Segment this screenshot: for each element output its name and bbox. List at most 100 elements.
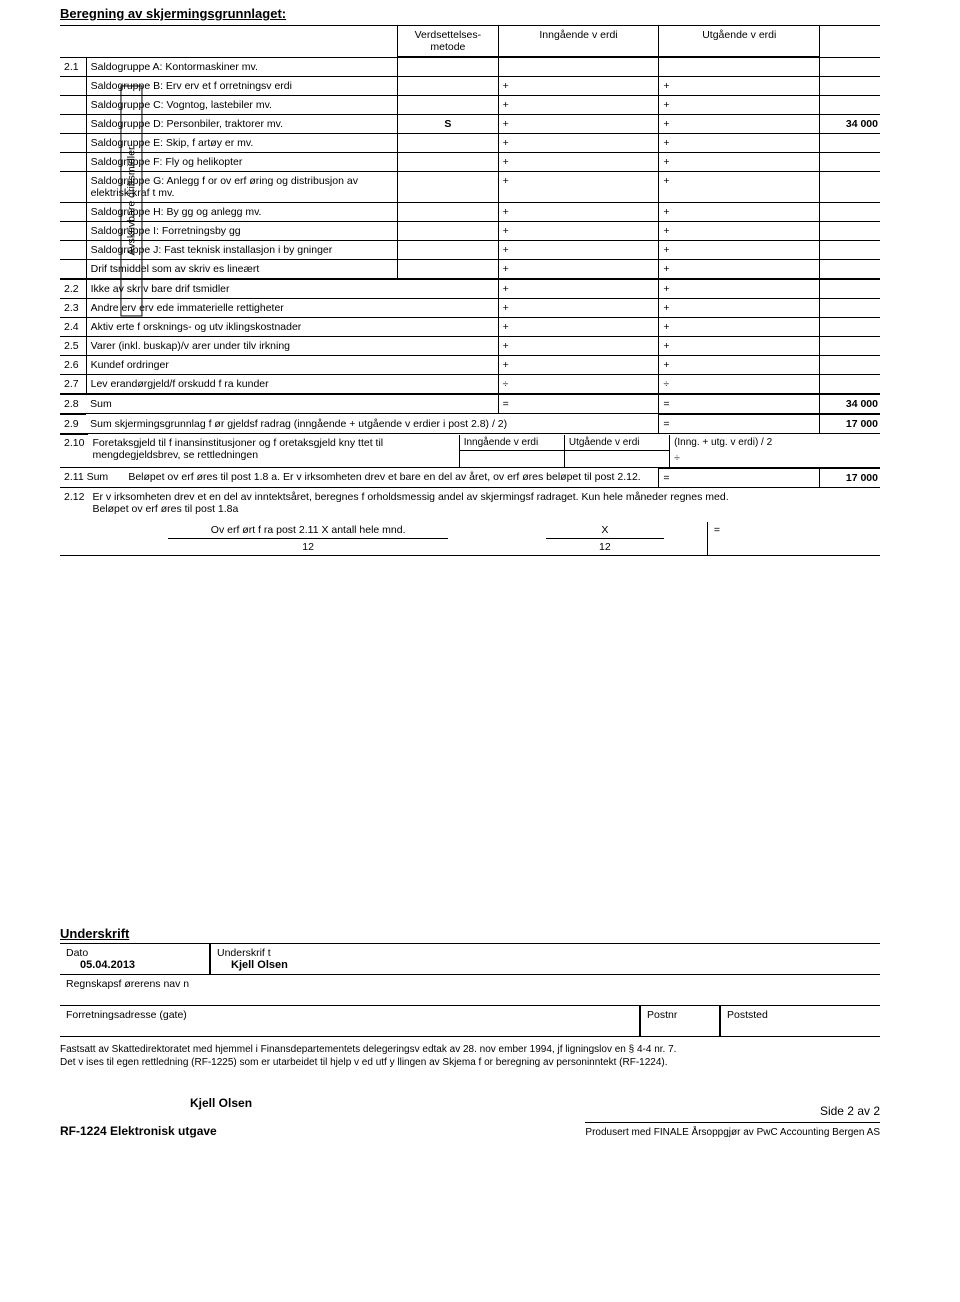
row-metode [398,203,498,222]
r210-desc: Foretaksgjeld til f inansinstitusjoner o… [92,437,383,461]
mnd-12a: 12 [168,538,449,555]
r211-desc: Beløpet ov erf øres til post 1.8 a. Er v… [128,471,640,483]
row-ext [820,172,880,203]
row2-desc: Andre erv erv ede immaterielle rettighet… [86,299,498,318]
r28-num: 2.8 [64,398,79,410]
row-ext [820,203,880,222]
form-name: RF-1224 Elektronisk utgave [60,1124,252,1138]
page-number: Side 2 av 2 [585,1104,880,1118]
row-ext [820,96,880,115]
row-ext [820,222,880,241]
row-utg [659,58,820,77]
row2-inn: + [498,337,659,356]
row-metode [398,58,498,77]
r29-num: 2.9 [64,418,79,430]
row-ext [820,77,880,96]
r210-u: ÷ [670,450,820,467]
r211-num: 2.11 Sum [64,471,108,483]
row-inn: + [498,96,659,115]
row-metode [398,153,498,172]
row-inn: + [498,77,659,96]
row2-ext [820,337,880,356]
row2-inn: + [498,280,659,299]
mnd-x: X [546,522,665,539]
row-utg: + [659,153,820,172]
r28-u: = [663,398,669,410]
row-utg: + [659,203,820,222]
signature-title: Underskrift [60,926,880,941]
row-inn: + [498,172,659,203]
row-ext [820,153,880,172]
mnd-eq: = [707,522,880,556]
r29-u: = [663,418,669,430]
row-inn: + [498,260,659,279]
row-inn: + [498,222,659,241]
row2-inn: + [498,356,659,375]
row-desc: Saldogruppe A: Kontormaskiner mv. [86,58,398,77]
row2-utg: + [659,356,820,375]
produsert-text: Produsert med FINALE Årsoppgjør av PwC A… [585,1127,880,1138]
row-utg: + [659,96,820,115]
row-metode [398,222,498,241]
r210-subinn: Inngående v erdi [459,435,564,451]
row-metode [398,134,498,153]
row-metode [398,260,498,279]
vertical-label: Avskrivbare driftsmidler [120,86,142,317]
adresse-label: Forretningsadresse (gate) [66,1009,633,1021]
r210-subutg: Utgående v erdi [564,435,669,451]
row-metode [398,172,498,203]
r212-desc: Er v irksomheten drev et en del av innte… [92,491,728,515]
postnr-label: Postnr [647,1009,713,1021]
row-ext [820,58,880,77]
row-ext: 34 000 [820,115,880,134]
row-inn [498,58,659,77]
row-metode [398,77,498,96]
row2-desc: Varer (inkl. buskap)/v arer under tilv i… [86,337,498,356]
hdr-utg: Utgående v erdi [659,26,820,57]
row-inn: + [498,153,659,172]
row2-ext [820,280,880,299]
row-utg: + [659,77,820,96]
r210-num: 2.10 [64,437,84,449]
footer-note: Fastsatt av Skattedirektoratet med hjemm… [60,1043,880,1070]
row2-utg: + [659,318,820,337]
hdr-inn: Inngående v erdi [498,26,659,57]
r28-i: = [503,398,509,410]
r211-ext: 17 000 [846,472,878,484]
row2-ext [820,318,880,337]
r212-num: 2.12 [64,491,84,503]
row2-desc: Ikke av skriv bare drif tsmidler [86,280,498,299]
row-ext [820,260,880,279]
row-inn: + [498,115,659,134]
row2-desc: Kundef ordringer [86,356,498,375]
row2-ext [820,356,880,375]
dato-label: Dato [66,947,203,959]
r210-subcalc: (Inng. + utg. v erdi) / 2 [670,435,820,451]
underskrift-value: Kjell Olsen [217,959,874,971]
r29-desc: Sum skjermingsgrunnlag f ør gjeldsf radr… [90,418,507,430]
row2-desc: Lev erandørgjeld/f orskudd f ra kunder [86,375,498,394]
dato-value: 05.04.2013 [66,959,203,971]
row-inn: + [498,134,659,153]
row2-utg: + [659,337,820,356]
row-ext [820,134,880,153]
row2-ext [820,299,880,318]
row-inn: + [498,203,659,222]
row-metode [398,241,498,260]
row-metode [398,96,498,115]
row2-ext [820,375,880,394]
bottom-signame: Kjell Olsen [190,1096,252,1110]
row-metode: S [398,115,498,134]
r29-ext: 17 000 [846,418,878,430]
row-ext [820,241,880,260]
mnd-12b: 12 [546,538,665,555]
row2-utg: + [659,280,820,299]
mnd-label: Ov erf ørt f ra post 2.11 X antall hele … [168,522,449,539]
row2-inn: ÷ [498,375,659,394]
row2-desc: Aktiv erte f orsknings- og utv iklingsko… [86,318,498,337]
poststed-label: Poststed [727,1009,874,1021]
row-utg: + [659,172,820,203]
row2-inn: + [498,318,659,337]
row-utg: + [659,115,820,134]
regnskapsforer-label: Regnskapsf ørerens nav n [66,978,874,990]
